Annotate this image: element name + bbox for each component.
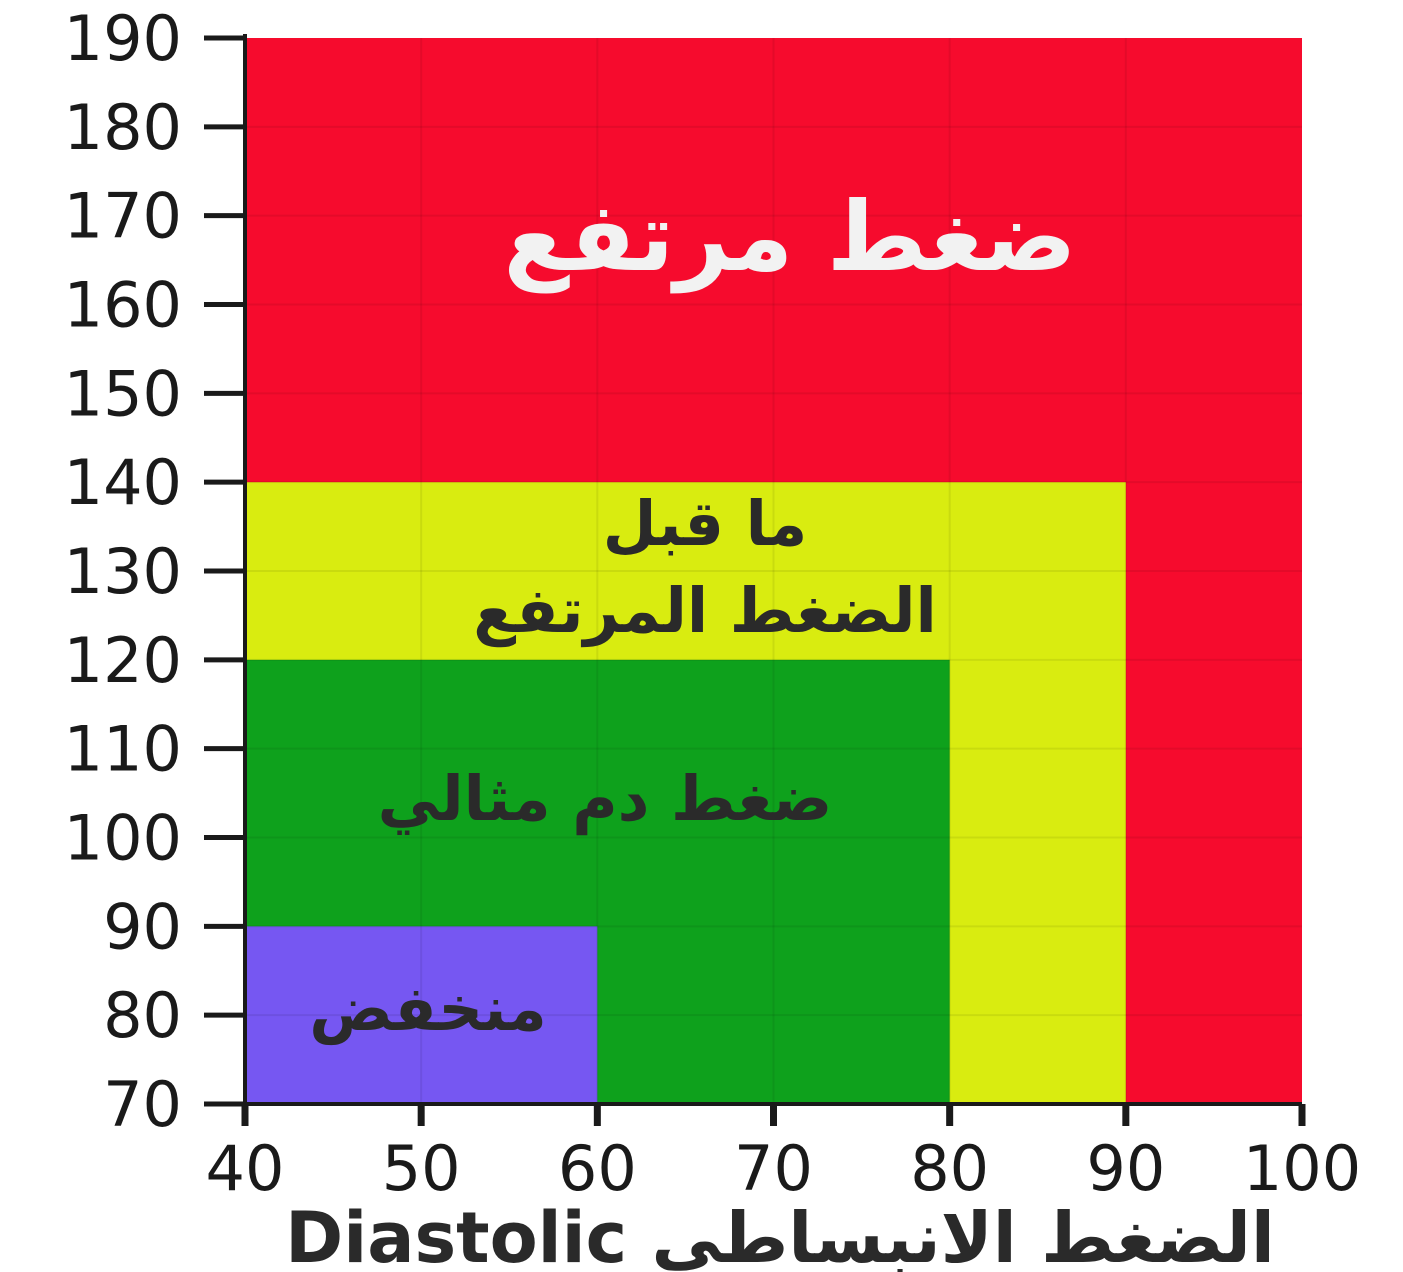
y-tick-label-5: 140: [64, 446, 182, 519]
x-tick-label-2: 60: [558, 1132, 637, 1205]
y-tick-label-0: 190: [64, 2, 182, 75]
grid-layer: [245, 38, 1302, 1104]
y-tick-label-12: 70: [103, 1068, 182, 1141]
x-axis-title: Diastolic الضغط الانبساطي: [285, 1197, 1275, 1272]
y-tick-label-9: 100: [64, 802, 182, 875]
ticks-layer: 190 180 170 160 150 140 130 120 110 100 90 80 70 40 50…: [64, 2, 1362, 1205]
y-tick-label-6: 130: [64, 535, 182, 608]
zone-label-3-line-0: منخفض: [309, 972, 547, 1046]
x-tick-label-1: 50: [382, 1132, 461, 1205]
y-tick-label-3: 160: [64, 269, 182, 342]
zone-label-3: منخفض: [309, 972, 547, 1046]
x-tick-label-4: 80: [910, 1132, 989, 1205]
y-tick-label-2: 170: [64, 180, 182, 253]
zone-label-0-line-0: ضغط مرتفع: [503, 181, 1076, 293]
zones-layer: [245, 38, 1302, 1105]
x-tick-label-6: 100: [1243, 1132, 1361, 1205]
y-tick-label-1: 180: [64, 91, 182, 164]
zone-label-1-line-0: ما قبل: [603, 487, 808, 560]
zone-3: [245, 926, 598, 1104]
zone-label-2-line-0: ضغط دم مثالي: [378, 762, 833, 836]
y-tick-label-11: 80: [103, 979, 182, 1052]
x-tick-label-5: 90: [1086, 1132, 1165, 1205]
zone-label-2: ضغط دم مثالي: [378, 762, 833, 836]
zone-labels-layer: ضغط مرتفع ما قبل الضغط المرتفع ضغط دم مثالي…: [309, 181, 1076, 1046]
zone-label-1-line-1: الضغط المرتفع: [473, 574, 937, 647]
zone-label-1: ما قبل الضغط المرتفع: [473, 487, 937, 647]
y-tick-label-7: 120: [64, 624, 182, 697]
x-tick-label-0: 40: [206, 1132, 285, 1205]
x-tick-label-3: 70: [734, 1132, 813, 1205]
y-tick-label-4: 150: [64, 357, 182, 430]
y-tick-label-8: 110: [64, 713, 182, 786]
y-tick-label-10: 90: [103, 890, 182, 963]
zone-label-0: ضغط مرتفع: [503, 181, 1076, 293]
